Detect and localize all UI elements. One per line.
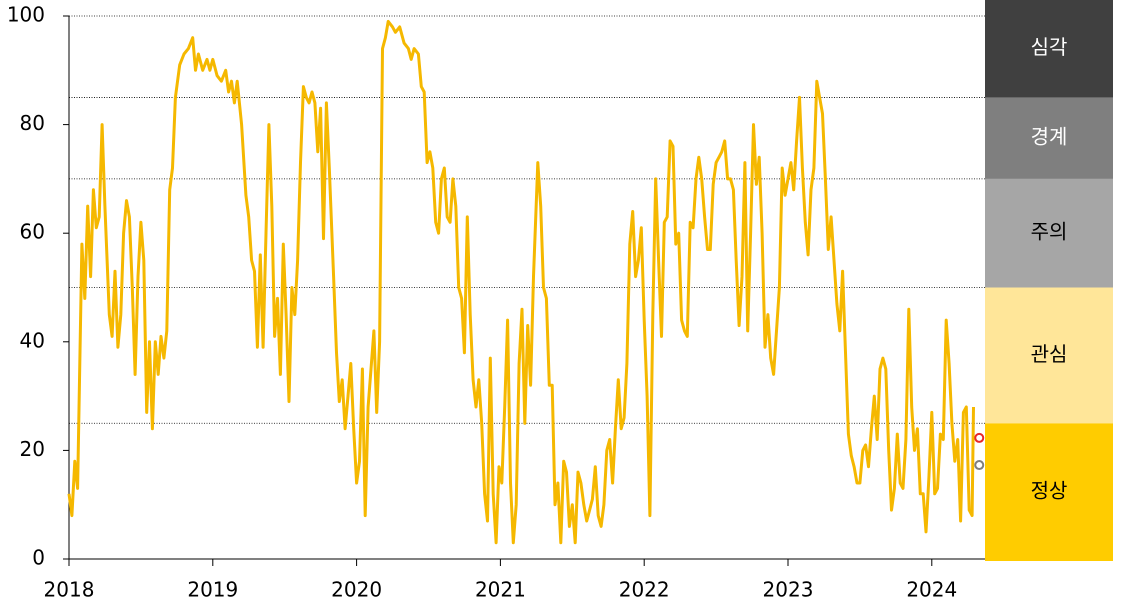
- x-tick-label: 2024: [906, 578, 957, 602]
- band: [985, 0, 1113, 98]
- band-label: 경계: [1031, 125, 1068, 149]
- x-tick-label: 2019: [187, 578, 238, 602]
- end-marker: [974, 432, 985, 443]
- band-label: 주의: [1031, 220, 1068, 244]
- band: [985, 97, 1113, 179]
- y-tick-label: 20: [20, 437, 45, 461]
- x-tick-label: 2018: [44, 578, 95, 602]
- band-label: 정상: [1031, 479, 1068, 503]
- x-tick-label: 2020: [331, 578, 382, 602]
- band: [985, 178, 1113, 288]
- y-tick-label: 80: [20, 111, 45, 135]
- y-tick-label: 40: [20, 328, 45, 352]
- y-tick-label: 0: [32, 546, 45, 570]
- y-tick-label: 100: [7, 3, 45, 27]
- x-tick-label: 2021: [475, 578, 526, 602]
- band-label: 관심: [1031, 342, 1068, 366]
- end-marker: [974, 460, 985, 471]
- x-tick-label: 2023: [763, 578, 814, 602]
- line: [67, 19, 975, 545]
- x-tick-label: 2022: [619, 578, 670, 602]
- y-tick-label: 60: [20, 220, 45, 244]
- band: [985, 423, 1113, 561]
- band-label: 심각: [1031, 35, 1068, 59]
- band: [985, 287, 1113, 424]
